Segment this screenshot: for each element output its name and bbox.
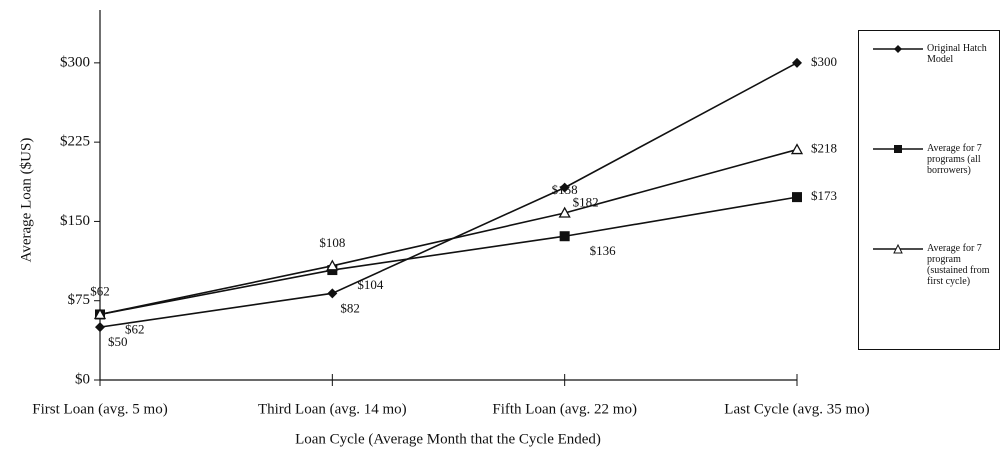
marker (559, 231, 570, 242)
data-label: $82 (340, 300, 360, 315)
marker (95, 322, 105, 333)
data-label: $62 (125, 321, 145, 336)
x-axis-label: Loan Cycle (Average Month that the Cycle… (295, 431, 601, 447)
marker (326, 259, 339, 271)
data-label: $136 (590, 243, 617, 258)
y-tick-label: $75 (68, 292, 91, 308)
series-line (99, 148, 798, 316)
data-label: $173 (811, 188, 837, 203)
marker (792, 192, 802, 203)
legend: Original Hatch Model Average for 7 progra… (858, 30, 1000, 350)
y-tick-label: $150 (60, 213, 90, 229)
data-label: $62 (90, 283, 110, 298)
series-line (99, 196, 798, 316)
data-label: $108 (319, 235, 345, 250)
legend-label: Original Hatch Model (927, 43, 987, 65)
legend-label: Average for 7 programs (all borrowers) (927, 143, 982, 176)
legend-symbol (873, 243, 923, 254)
x-tick-label: Last Cycle (avg. 35 mo) (724, 401, 869, 417)
x-tick-label: First Loan (avg. 5 mo) (32, 401, 167, 417)
legend-item: Original Hatch Model (859, 41, 999, 131)
legend-label: Average for 7 program (sustained from fi… (927, 243, 990, 287)
data-label: $182 (573, 195, 599, 210)
legend-symbol (873, 45, 923, 53)
legend-item: Average for 7 programs (all borrowers) (859, 141, 999, 231)
legend-marker (894, 45, 902, 53)
marker (558, 206, 571, 218)
y-tick-label: $225 (60, 134, 90, 150)
legend-marker (893, 243, 903, 254)
y-tick-label: $300 (60, 54, 90, 70)
y-axis-label: Average Loan ($US) (18, 138, 34, 263)
x-tick-label: Fifth Loan (avg. 22 mo) (492, 401, 637, 417)
marker (559, 182, 570, 193)
y-tick-label: $0 (75, 371, 90, 387)
series-line (99, 62, 798, 328)
data-label: $158 (552, 182, 578, 197)
data-label: $50 (108, 334, 128, 349)
marker (792, 57, 802, 68)
legend-item: Average for 7 program (sustained from fi… (859, 241, 999, 331)
x-tick-label: Third Loan (avg. 14 mo) (258, 401, 407, 417)
data-label: $300 (811, 54, 837, 69)
marker (790, 143, 804, 155)
data-label: $104 (357, 277, 384, 292)
legend-marker (894, 145, 902, 153)
marker (327, 288, 338, 299)
legend-symbol (873, 145, 923, 153)
data-label: $218 (811, 141, 837, 156)
marker (93, 308, 107, 320)
